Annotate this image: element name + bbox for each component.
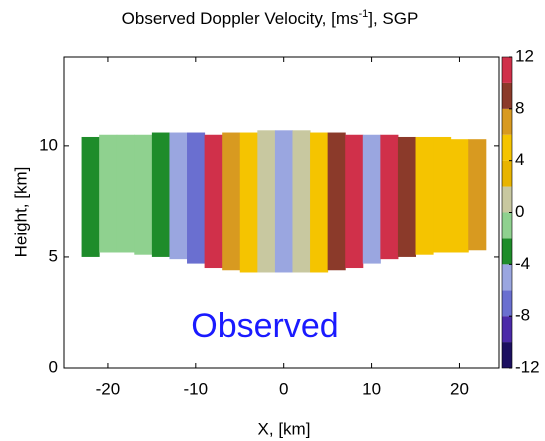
velocity-cell	[116, 134, 135, 253]
velocity-cell	[204, 134, 223, 269]
colorbar-segment	[502, 264, 512, 291]
y-tick-label: 5	[49, 246, 58, 265]
chart-title: Observed Doppler Velocity, [ms-1], SGP	[122, 8, 419, 29]
x-tick-label: 20	[450, 379, 469, 398]
velocity-cell	[169, 132, 188, 260]
colorbar-tick-label: 0	[515, 202, 524, 221]
colorbar-segment	[502, 290, 512, 317]
title-end: ], SGP	[368, 9, 418, 28]
x-tick-label: 0	[279, 379, 288, 398]
colorbar-segment	[502, 108, 512, 135]
velocity-cell	[345, 134, 364, 269]
plot-frame	[63, 56, 500, 369]
velocity-cell	[362, 134, 381, 264]
velocity-cell	[380, 134, 399, 260]
title-text: Observed Doppler Velocity, [ms	[122, 9, 359, 28]
colorbar-tick-label: 8	[515, 98, 524, 117]
x-axis-label: X, [km]	[258, 419, 311, 438]
velocity-cell	[468, 139, 487, 251]
y-tick-label: 10	[39, 135, 58, 154]
velocity-cell	[99, 134, 118, 253]
y-tick-label: 0	[49, 357, 58, 376]
velocity-cell	[239, 132, 258, 273]
velocity-cell	[450, 139, 469, 253]
colorbar-segment	[502, 134, 512, 161]
velocity-cell	[257, 130, 276, 273]
colorbar-segment	[502, 342, 512, 368]
velocity-cell	[222, 132, 241, 271]
colorbar-tick-label: -4	[515, 254, 530, 273]
colorbar-segment	[502, 82, 512, 109]
colorbar-tick-label: 4	[515, 150, 524, 169]
x-tick-label: 10	[362, 379, 381, 398]
colorbar-segment	[502, 238, 512, 265]
velocity-cell	[134, 134, 153, 255]
velocity-cell	[151, 132, 170, 257]
colorbar-tick-label: -12	[515, 357, 540, 376]
velocity-cell	[397, 136, 417, 257]
velocity-cell	[187, 132, 206, 264]
velocity-cell	[292, 130, 311, 273]
colorbar-segment	[502, 316, 512, 343]
colorbar-tick-label: -8	[515, 306, 530, 325]
velocity-cell	[310, 132, 329, 273]
velocity-cell	[433, 136, 452, 253]
velocity-cell	[81, 136, 100, 257]
title-superscript: -1	[358, 8, 368, 20]
velocity-cell	[274, 130, 293, 273]
velocity-cell	[415, 136, 434, 255]
colorbar-tick-label: 12	[515, 46, 534, 65]
colorbar-segment	[502, 212, 512, 239]
colorbar-segment	[502, 186, 512, 213]
y-axis-label: Height, [km]	[11, 167, 30, 258]
annotation: Observed	[191, 307, 338, 345]
colorbar-segment	[502, 57, 512, 83]
x-tick-label: -10	[184, 379, 209, 398]
velocity-cell	[327, 132, 346, 271]
colorbar-segment	[502, 160, 512, 187]
x-tick-label: -20	[96, 379, 121, 398]
